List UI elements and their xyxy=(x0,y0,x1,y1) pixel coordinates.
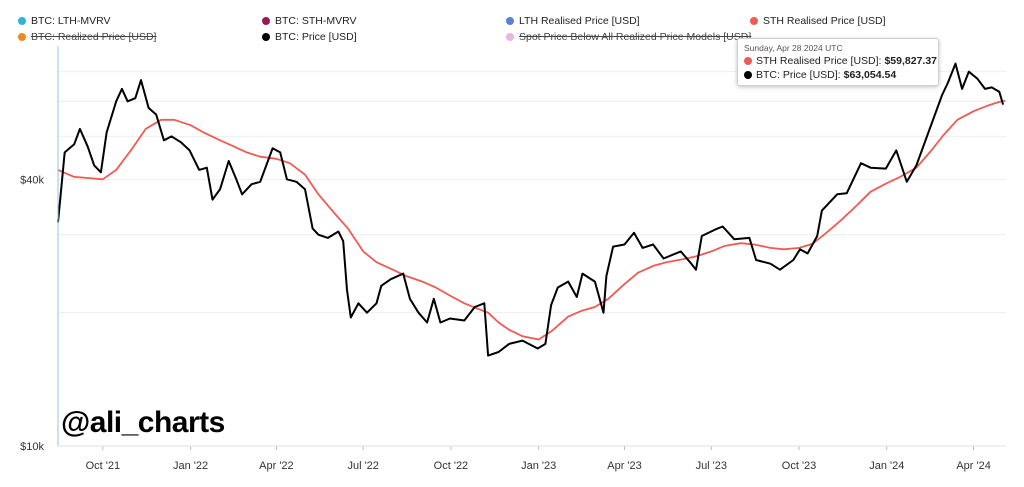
x-tick-label: Jan '23 xyxy=(521,460,556,472)
x-tick-label: Apr '22 xyxy=(259,460,294,472)
legend-label: BTC: Realized Price [USD] xyxy=(31,31,157,43)
legend-item-lth-realised-price[interactable]: LTH Realised Price [USD] xyxy=(506,15,640,27)
series-color-dot xyxy=(18,17,26,25)
y-tick-label: $10k xyxy=(20,441,44,453)
x-tick-label: Jan '24 xyxy=(869,460,904,472)
x-tick-label: Jan '22 xyxy=(173,460,208,472)
legend-label: Spot Price Below All Realized Price Mode… xyxy=(519,31,752,43)
tooltip-row-sth: STH Realised Price [USD]: $59,827.37 xyxy=(744,55,937,67)
legend-item-btc-price[interactable]: BTC: Price [USD] xyxy=(262,31,357,43)
legend-label: BTC: STH-MVRV xyxy=(275,15,357,27)
x-tick-label: Oct '22 xyxy=(434,460,469,472)
x-tick-label: Apr '23 xyxy=(607,460,642,472)
series-color-dot xyxy=(750,17,758,25)
tooltip-date: Sunday, Apr 28 2024 UTC xyxy=(744,43,843,53)
series-color-dot xyxy=(744,57,752,65)
series-color-dot xyxy=(18,33,26,41)
legend-label: BTC: Price [USD] xyxy=(275,31,357,43)
tooltip-label: BTC: Price [USD]: xyxy=(756,69,841,81)
legend-item-spot-below-models[interactable]: Spot Price Below All Realized Price Mode… xyxy=(506,31,751,43)
tooltip-value: $59,827.37 xyxy=(884,55,938,67)
legend-item-sth-mvrv[interactable]: BTC: STH-MVRV xyxy=(262,15,356,27)
legend: BTC: LTH-MVRV BTC: STH-MVRV LTH Realised… xyxy=(0,0,1024,46)
legend-label: BTC: LTH-MVRV xyxy=(31,15,111,27)
legend-label: STH Realised Price [USD] xyxy=(763,15,886,27)
legend-item-lth-mvrv[interactable]: BTC: LTH-MVRV xyxy=(18,15,111,27)
y-tick-label: $40k xyxy=(20,174,44,186)
series-color-dot xyxy=(262,17,270,25)
x-tick-label: Jul '23 xyxy=(696,460,727,472)
x-tick-label: Oct '21 xyxy=(86,460,121,472)
watermark-handle: @ali_charts xyxy=(61,406,225,439)
y-axis: $10k $40k xyxy=(20,174,44,453)
sth-realised-price-line xyxy=(57,99,1006,341)
gridlines xyxy=(58,71,1006,314)
series-color-dot xyxy=(506,17,514,25)
tooltip-row-btc: BTC: Price [USD]: $63,054.54 xyxy=(744,69,896,81)
legend-item-sth-realised-price[interactable]: STH Realised Price [USD] xyxy=(750,15,886,27)
x-tick-label: Oct '23 xyxy=(782,460,817,472)
series-color-dot xyxy=(262,33,270,41)
series-color-dot xyxy=(744,71,752,79)
tooltip-label: STH Realised Price [USD]: xyxy=(756,55,882,67)
legend-label: LTH Realised Price [USD] xyxy=(519,15,640,27)
legend-item-btc-realized-price[interactable]: BTC: Realized Price [USD] xyxy=(18,31,156,43)
series-lines xyxy=(57,62,1006,357)
series-color-dot xyxy=(506,33,514,41)
x-tick-label: Apr '24 xyxy=(956,460,991,472)
hover-tooltip: Sunday, Apr 28 2024 UTC STH Realised Pri… xyxy=(737,38,939,86)
tooltip-value: $63,054.54 xyxy=(843,69,897,81)
btc-price-line xyxy=(57,62,1005,357)
x-tick-label: Jul '22 xyxy=(347,460,378,472)
x-axis: Oct '21 Jan '22 Apr '22 Jul '22 Oct '22 Jan '… xyxy=(86,446,991,472)
